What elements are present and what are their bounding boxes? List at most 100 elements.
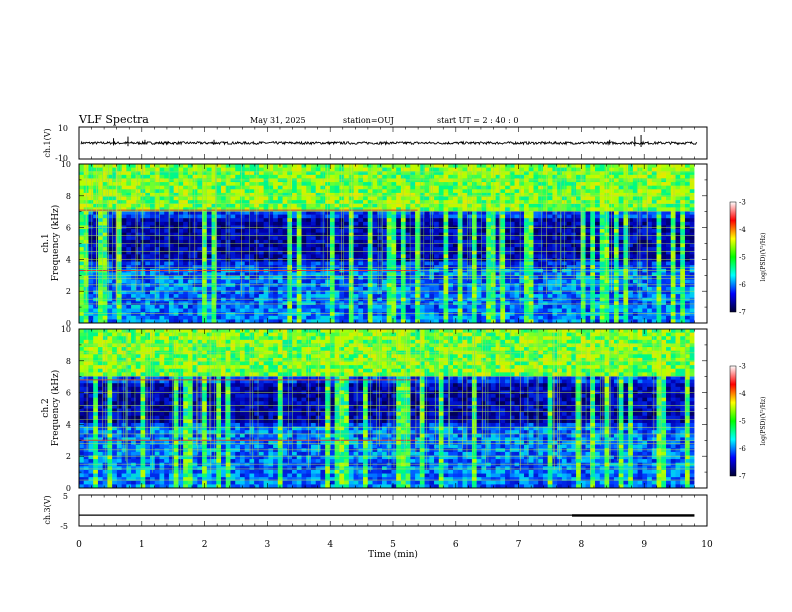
spectrogram-cell xyxy=(448,221,454,226)
spectrogram-cell xyxy=(296,229,302,234)
spectrogram-cell xyxy=(206,218,212,223)
spectrogram-cell xyxy=(107,207,113,212)
spectrogram-cell xyxy=(490,196,496,201)
spectrogram-cell xyxy=(239,301,246,306)
spectrogram-cell xyxy=(524,178,530,183)
spectrogram-cell xyxy=(505,164,511,169)
spectrogram-cell xyxy=(585,276,591,281)
spectrogram-cell xyxy=(590,312,596,317)
spectrogram-cell xyxy=(230,239,236,244)
spectrogram-cell xyxy=(443,196,449,201)
spectrogram-cell xyxy=(263,257,269,262)
spectrogram-cell xyxy=(131,218,137,223)
spectrogram-cell xyxy=(377,304,383,309)
spectrogram-cell xyxy=(287,182,293,187)
spectrogram-cell xyxy=(434,308,440,313)
spectrogram-cell xyxy=(225,319,231,324)
spectrogram-cell xyxy=(509,210,515,215)
spectrogram-cell xyxy=(202,221,208,226)
spectrogram-cell xyxy=(353,304,359,309)
spectrogram-cell xyxy=(249,250,255,255)
spectrogram-cell xyxy=(287,279,293,284)
spectrogram-cell xyxy=(557,236,563,241)
spectrogram-cell xyxy=(377,261,383,266)
spectrogram-cell xyxy=(580,272,586,277)
spectrogram-cell xyxy=(538,247,544,252)
spectrogram-cell xyxy=(576,247,582,252)
spectrogram-cell xyxy=(429,257,435,262)
spectrogram-cell xyxy=(514,200,520,205)
spectrogram-cell xyxy=(192,304,198,309)
spectrogram-cell xyxy=(542,250,549,255)
spectrogram-cell xyxy=(486,315,492,320)
spectrogram-cell xyxy=(367,247,373,252)
spectrogram-cell xyxy=(471,207,478,212)
spectrogram-cell xyxy=(377,276,383,281)
spectrogram-cell xyxy=(533,182,539,187)
spectrogram-cell xyxy=(244,171,250,176)
spectrogram-cell xyxy=(476,261,482,266)
spectrogram-cell xyxy=(367,200,373,205)
spectrogram-cell xyxy=(164,304,170,309)
spectrogram-cell xyxy=(121,254,127,259)
spectrogram-cell xyxy=(505,294,511,299)
spectrogram-cell xyxy=(391,178,397,183)
spectrogram-cell xyxy=(410,261,416,266)
spectrogram-cell xyxy=(358,196,364,201)
spectrogram-cell xyxy=(580,247,586,252)
spectrogram-cell xyxy=(486,229,492,234)
spectrogram-cell xyxy=(126,192,132,197)
spectrogram-cell xyxy=(230,301,236,306)
spectrogram-cell xyxy=(339,304,345,309)
spectrogram-cell xyxy=(453,200,459,205)
spectrogram-cell xyxy=(306,272,312,277)
spectrogram-cell xyxy=(306,171,312,176)
spectrogram-cell xyxy=(131,283,137,288)
spectrogram-cell xyxy=(216,315,222,320)
spectrogram-cell xyxy=(471,171,478,176)
spectrogram-cell xyxy=(277,290,283,295)
spectrogram-cell xyxy=(410,308,416,313)
spectrogram-cell xyxy=(429,261,435,266)
spectrogram-cell xyxy=(107,189,113,194)
spectrogram-cell xyxy=(145,319,151,324)
spectrogram-cell xyxy=(168,164,175,169)
spectrogram-cell xyxy=(585,261,591,266)
spectrogram-cell xyxy=(258,229,265,234)
spectrogram-cell xyxy=(216,182,222,187)
spectrogram-cell xyxy=(239,214,246,219)
spectrogram-cell xyxy=(329,210,336,215)
spectrogram-cell xyxy=(524,164,530,169)
spectrogram-cell xyxy=(97,229,104,234)
spectrogram-cell xyxy=(135,243,141,248)
spectrogram-cell xyxy=(505,315,511,320)
spectrogram-cell xyxy=(396,192,402,197)
spectrogram-cell xyxy=(306,185,312,190)
spectrogram-cell xyxy=(363,290,369,295)
spectrogram-cell xyxy=(363,164,369,169)
spectrogram-cell xyxy=(112,218,118,223)
spectrogram-cell xyxy=(273,218,279,223)
spectrogram-cell xyxy=(202,185,208,190)
spectrogram-cell xyxy=(159,192,165,197)
spectrogram-cell xyxy=(126,257,132,262)
spectrogram-cell xyxy=(415,164,421,169)
spectrogram-cell xyxy=(552,250,558,255)
spectrogram-cell xyxy=(225,286,231,291)
spectrogram-cell xyxy=(552,203,558,208)
spectrogram-cell xyxy=(282,174,288,179)
spectrogram-cell xyxy=(448,276,454,281)
spectrogram-cell xyxy=(273,261,279,266)
spectrogram-cell xyxy=(178,290,184,295)
spectrogram-cell xyxy=(292,294,298,299)
spectrogram-cell xyxy=(580,312,586,317)
spectrogram-cell xyxy=(116,257,122,262)
spectrogram-cell xyxy=(396,243,402,248)
spectrogram-cell xyxy=(528,171,534,176)
spectrogram-cell xyxy=(287,210,293,215)
spectrogram-cell xyxy=(97,178,104,183)
spectrogram-cell xyxy=(415,308,421,313)
spectrogram-cell xyxy=(273,272,279,277)
spectrogram-cell xyxy=(358,164,364,169)
spectrogram-cell xyxy=(178,185,184,190)
